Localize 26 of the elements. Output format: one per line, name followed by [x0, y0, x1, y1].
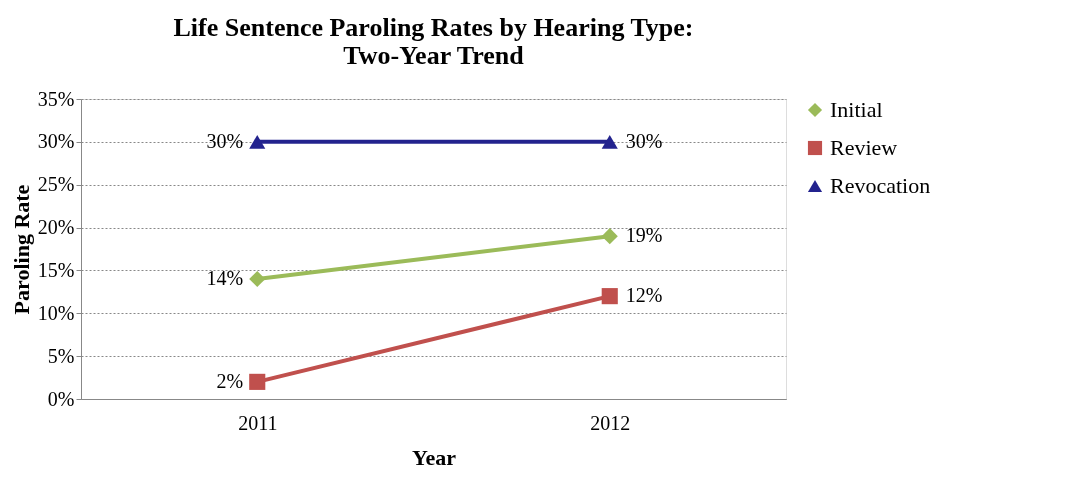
y-axis-title: Paroling Rate [8, 184, 34, 315]
y-tick-label: 5% [47, 344, 75, 367]
legend-label: Review [830, 135, 898, 160]
x-axis-title: Year [412, 444, 457, 470]
point [601, 228, 618, 245]
data-label: 30% [625, 129, 663, 152]
y-tick-label: 35% [37, 87, 75, 110]
point [249, 373, 266, 390]
legend-label: Revocation [830, 173, 931, 198]
point [249, 270, 266, 288]
x-tick-label: 2011 [238, 411, 278, 434]
data-label: 12% [625, 284, 663, 307]
y-tick-label: 25% [37, 173, 75, 196]
y-tick-label: 30% [37, 130, 75, 153]
y-tick-label: 15% [37, 258, 75, 281]
data-label: 19% [625, 224, 663, 247]
data-label: 30% [206, 129, 244, 152]
y-tick-label: 20% [37, 216, 75, 239]
chart-title: Life Sentence Paroling Rates by Hearing Type: Two-Year Trend [173, 13, 694, 70]
y-tick-label: 10% [37, 301, 75, 324]
legend-label: Initial [830, 97, 883, 122]
data-label: 2% [216, 369, 244, 392]
x-tick-label: 2012 [590, 411, 631, 434]
data-label: 14% [206, 267, 244, 289]
point [601, 288, 618, 305]
y-tick-label: 0% [47, 387, 75, 410]
